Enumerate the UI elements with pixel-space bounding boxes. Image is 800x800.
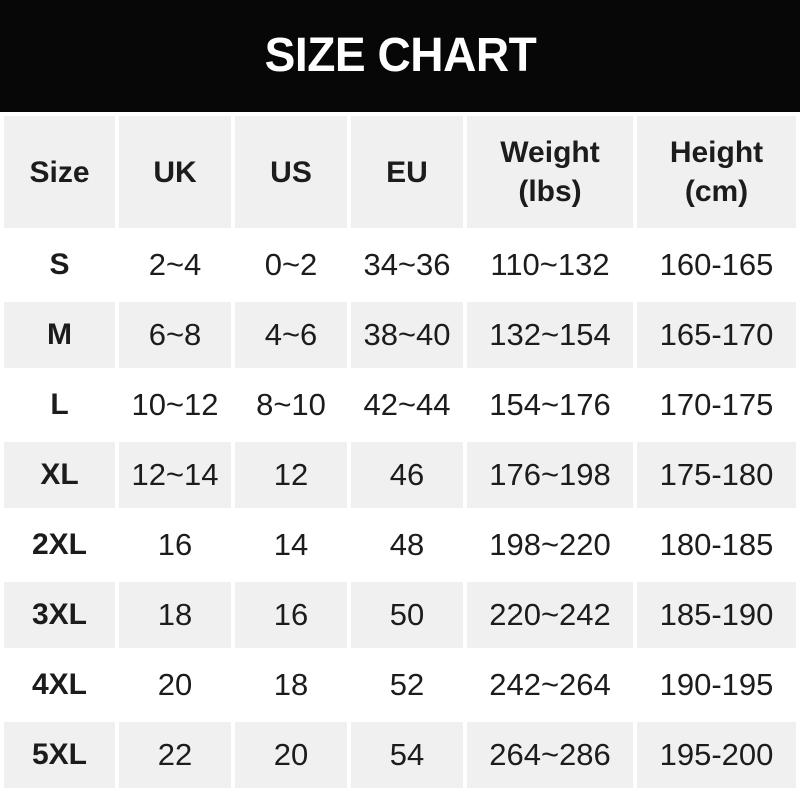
table-row-xl: XL 12~14 12 46 176~198 175-180	[4, 442, 796, 508]
column-header-label: Height	[669, 136, 764, 169]
table-row-3xl: 3XL 18 16 50 220~242 185-190	[4, 582, 796, 648]
cell-eu: 50	[351, 582, 463, 648]
cell-size: XL	[4, 442, 115, 508]
cell-eu: 52	[351, 652, 463, 718]
column-header-sub-label: (cm)	[684, 175, 749, 208]
cell-uk: 16	[119, 512, 231, 578]
cell-weight: 110~132	[467, 232, 633, 298]
cell-us: 8~10	[235, 372, 347, 438]
cell-us: 18	[235, 652, 347, 718]
column-header-height: Height (cm)	[637, 116, 796, 228]
cell-size: 4XL	[4, 652, 115, 718]
cell-us: 4~6	[235, 302, 347, 368]
cell-weight: 264~286	[467, 722, 633, 788]
cell-eu: 38~40	[351, 302, 463, 368]
cell-uk: 2~4	[119, 232, 231, 298]
cell-weight: 242~264	[467, 652, 633, 718]
cell-weight: 198~220	[467, 512, 633, 578]
cell-weight: 154~176	[467, 372, 633, 438]
size-chart-banner: SIZE CHART	[0, 0, 800, 112]
column-header-label: Size	[29, 155, 90, 189]
cell-weight: 132~154	[467, 302, 633, 368]
cell-eu: 34~36	[351, 232, 463, 298]
cell-height: 195-200	[637, 722, 796, 788]
cell-eu: 42~44	[351, 372, 463, 438]
column-header-label: UK	[153, 155, 197, 189]
column-header-label: US	[270, 155, 312, 189]
table-row-l: L 10~12 8~10 42~44 154~176 170-175	[4, 372, 796, 438]
header-row: Size UK US EU Weight (lbs) Height (cm)	[4, 116, 796, 228]
cell-size: L	[4, 372, 115, 438]
table-row-2xl: 2XL 16 14 48 198~220 180-185	[4, 512, 796, 578]
cell-size: 5XL	[4, 722, 115, 788]
cell-uk: 22	[119, 722, 231, 788]
cell-size: 2XL	[4, 512, 115, 578]
cell-eu: 54	[351, 722, 463, 788]
table-row-4xl: 4XL 20 18 52 242~264 190-195	[4, 652, 796, 718]
cell-size: M	[4, 302, 115, 368]
table-body: S 2~4 0~2 34~36 110~132 160-165 M 6~8 4~6 38~40 13…	[4, 232, 796, 788]
cell-eu: 48	[351, 512, 463, 578]
column-header-eu: EU	[351, 116, 463, 228]
cell-eu: 46	[351, 442, 463, 508]
cell-height: 190-195	[637, 652, 796, 718]
cell-height: 185-190	[637, 582, 796, 648]
cell-height: 180-185	[637, 512, 796, 578]
column-header-weight: Weight (lbs)	[467, 116, 633, 228]
cell-uk: 6~8	[119, 302, 231, 368]
cell-height: 160-165	[637, 232, 796, 298]
table-head: Size UK US EU Weight (lbs) Height (cm)	[4, 116, 796, 228]
cell-us: 20	[235, 722, 347, 788]
cell-height: 165-170	[637, 302, 796, 368]
page-title: SIZE CHART	[264, 29, 536, 82]
cell-us: 12	[235, 442, 347, 508]
column-header-label: Weight	[500, 136, 600, 169]
cell-weight: 220~242	[467, 582, 633, 648]
cell-height: 175-180	[637, 442, 796, 508]
cell-size: 3XL	[4, 582, 115, 648]
cell-height: 170-175	[637, 372, 796, 438]
cell-uk: 10~12	[119, 372, 231, 438]
cell-uk: 20	[119, 652, 231, 718]
cell-us: 14	[235, 512, 347, 578]
column-header-label: EU	[386, 155, 428, 189]
column-header-size: Size	[4, 116, 115, 228]
cell-weight: 176~198	[467, 442, 633, 508]
cell-uk: 12~14	[119, 442, 231, 508]
column-header-sub-label: (lbs)	[518, 175, 582, 208]
cell-size: S	[4, 232, 115, 298]
size-chart-table: Size UK US EU Weight (lbs) Height (cm) S 2~4 0~2 3…	[0, 112, 800, 792]
cell-us: 16	[235, 582, 347, 648]
table-row-5xl: 5XL 22 20 54 264~286 195-200	[4, 722, 796, 788]
cell-us: 0~2	[235, 232, 347, 298]
table-row-s: S 2~4 0~2 34~36 110~132 160-165	[4, 232, 796, 298]
column-header-uk: UK	[119, 116, 231, 228]
cell-uk: 18	[119, 582, 231, 648]
table-row-m: M 6~8 4~6 38~40 132~154 165-170	[4, 302, 796, 368]
column-header-us: US	[235, 116, 347, 228]
